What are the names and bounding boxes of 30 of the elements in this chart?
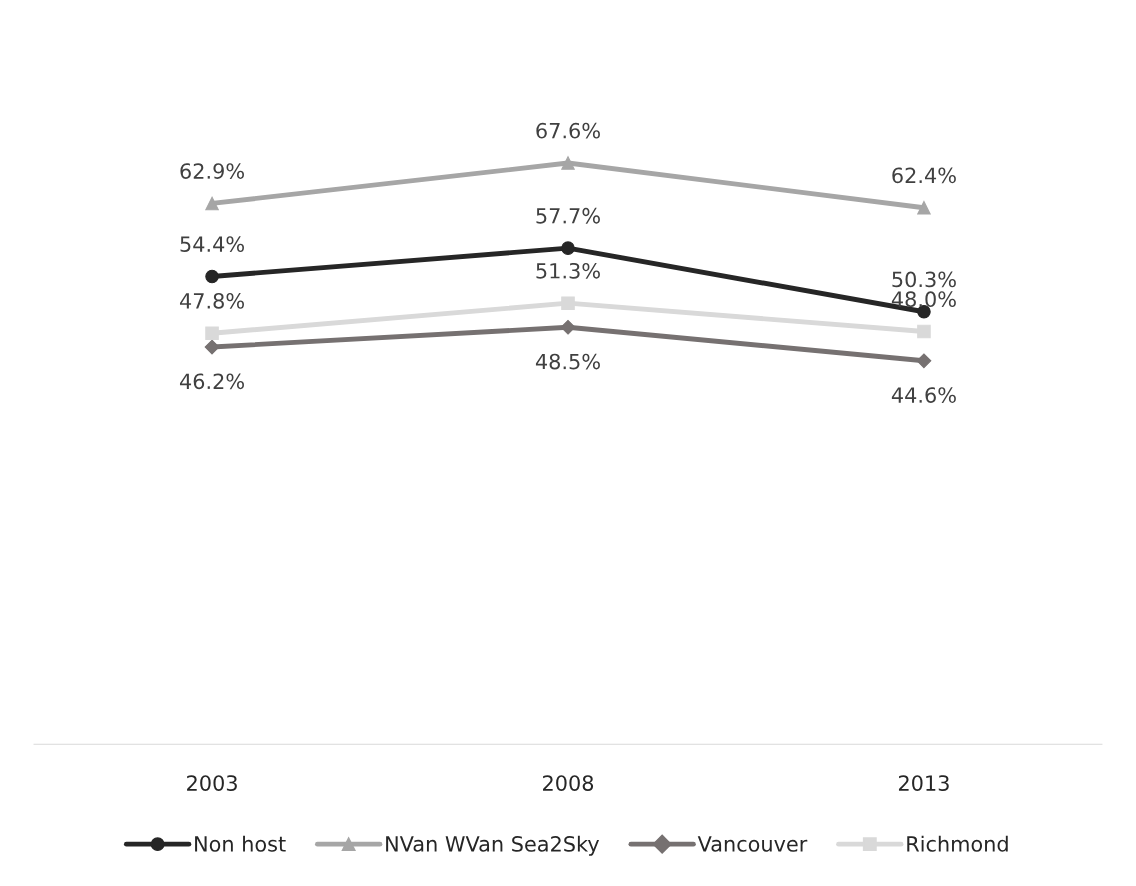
point	[560, 319, 576, 335]
data-label: 51.3%	[536, 262, 600, 279]
data-label: 48.5%	[535, 353, 600, 370]
point	[917, 324, 931, 339]
data-label: 47.8%	[179, 292, 244, 309]
x-tick-label: 2013	[898, 775, 949, 791]
point	[561, 156, 575, 170]
point	[205, 196, 219, 211]
x-tick-label: 2008	[543, 775, 594, 791]
point	[561, 241, 575, 255]
point	[205, 269, 219, 284]
data-label: 62.9%	[180, 163, 244, 179]
legend-label: Vancouver	[697, 836, 808, 852]
data-label: 44.6%	[891, 387, 956, 403]
point	[916, 353, 932, 369]
point	[205, 326, 219, 341]
data-label: 62.4%	[892, 167, 956, 184]
point	[917, 200, 931, 215]
legend-label: NVan WVan Sea2Sky	[386, 835, 600, 856]
data-label: 50.3%	[892, 271, 956, 288]
data-label: 48.0%	[891, 291, 956, 308]
data-label: 54.4%	[180, 236, 244, 253]
legend-label: Richmond	[907, 835, 1008, 852]
point	[561, 296, 575, 310]
data-label: 57.7%	[536, 207, 600, 224]
x-tick-label: 2003	[187, 775, 237, 791]
legend-label: Non host	[195, 835, 286, 852]
data-label: 46.2%	[179, 373, 244, 390]
data-label: 67.6%	[536, 122, 600, 139]
point	[204, 339, 220, 355]
